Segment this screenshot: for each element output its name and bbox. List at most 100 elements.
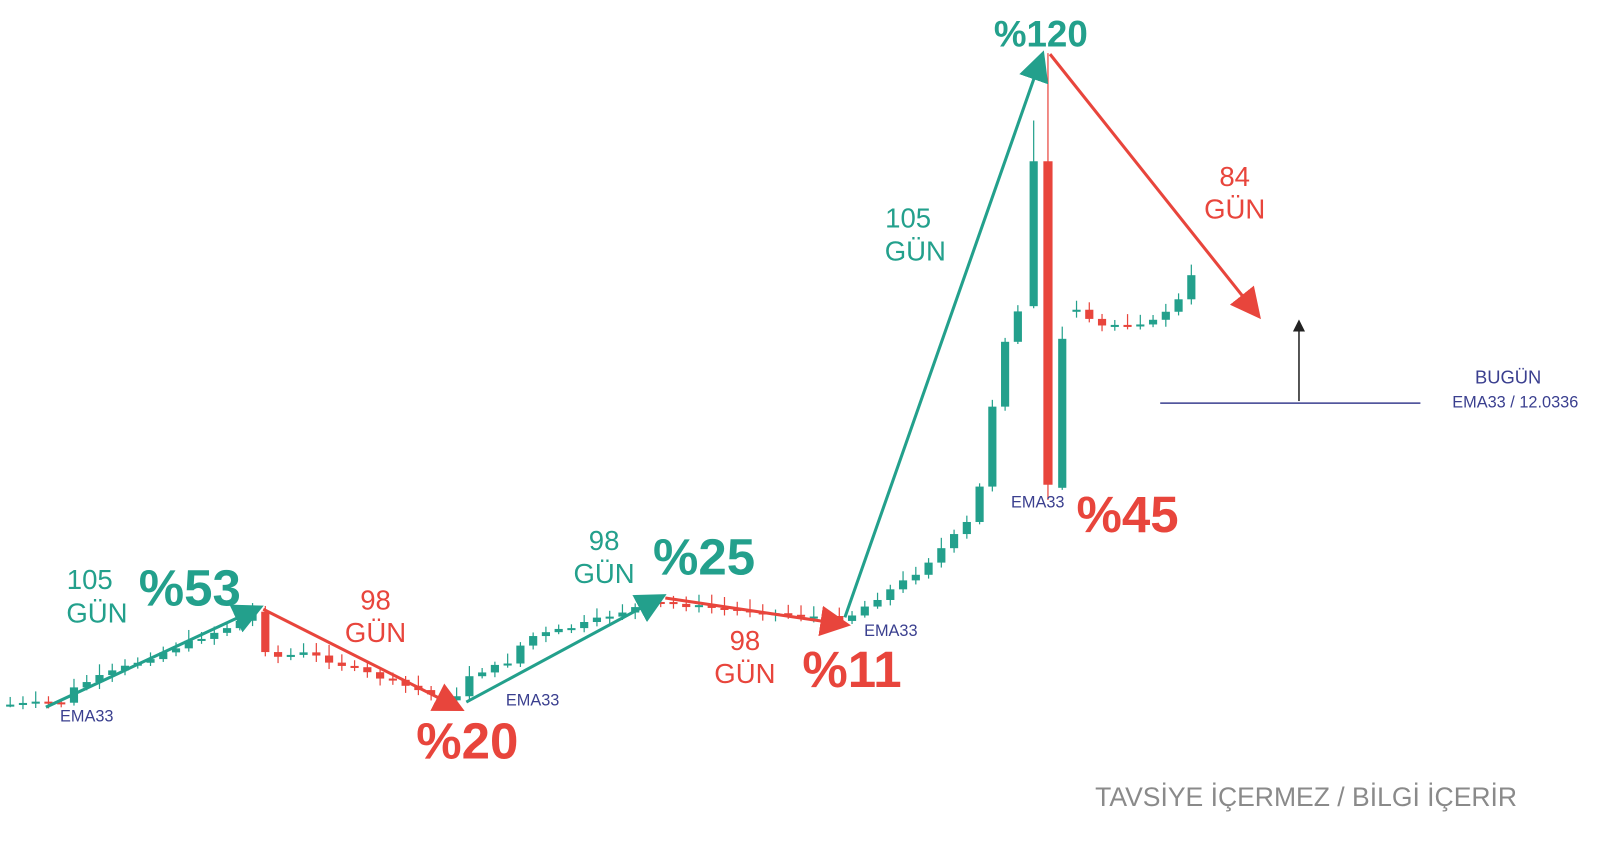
candle <box>1136 324 1145 327</box>
candle <box>886 589 895 600</box>
candle <box>1123 324 1132 327</box>
candle <box>567 628 576 631</box>
candle <box>1072 309 1081 312</box>
candle <box>18 702 28 705</box>
change: %20 <box>416 712 518 769</box>
candle <box>1013 311 1022 342</box>
arrow-down <box>262 607 465 711</box>
candle <box>796 614 806 617</box>
ema-label: EMA33 <box>506 691 559 709</box>
candle <box>822 616 831 619</box>
candle <box>388 678 397 681</box>
days: 105 <box>885 203 931 234</box>
footer: TAVSİYE İÇERMEZ / BİLGİ İÇERİR <box>1095 782 1517 812</box>
candle <box>694 605 704 608</box>
candle <box>809 616 818 619</box>
unit: GÜN <box>66 598 127 629</box>
ema-label: EMA33 <box>1011 493 1065 511</box>
candle <box>682 603 691 608</box>
candle <box>529 636 538 646</box>
days: 98 <box>360 584 391 615</box>
candle <box>337 662 346 666</box>
ema-label: EMA33 <box>864 622 918 640</box>
unit: GÜN <box>573 558 634 589</box>
candle <box>222 628 232 633</box>
candle <box>911 574 920 581</box>
change: %11 <box>802 641 901 698</box>
candle <box>6 704 15 707</box>
candle <box>350 665 359 668</box>
candle <box>669 602 678 605</box>
candle <box>898 580 908 590</box>
candle <box>273 652 283 657</box>
candle <box>312 652 321 656</box>
candle <box>108 670 117 676</box>
unit: GÜN <box>345 617 406 648</box>
candle <box>924 562 933 575</box>
candle <box>299 652 308 655</box>
candle <box>376 672 385 679</box>
candle <box>503 663 512 666</box>
candle <box>860 606 869 616</box>
candle <box>1187 275 1196 300</box>
candle <box>490 664 499 673</box>
candles <box>6 53 1196 710</box>
candle <box>784 613 793 616</box>
candle <box>1110 324 1119 327</box>
change: %120 <box>994 13 1088 54</box>
days: 84 <box>1219 161 1250 192</box>
candle <box>197 638 206 641</box>
candle <box>873 599 882 607</box>
candle <box>1001 341 1010 407</box>
candle <box>325 655 334 663</box>
unit: GÜN <box>885 235 946 266</box>
candle <box>31 701 40 704</box>
candle <box>1148 319 1158 325</box>
ema-label: EMA33 <box>60 708 113 726</box>
change: %53 <box>139 559 241 616</box>
candle <box>146 659 155 663</box>
candle <box>1058 338 1067 488</box>
arrow-up <box>843 50 1049 618</box>
candle <box>962 521 971 535</box>
candle <box>988 406 997 487</box>
candle <box>1161 311 1170 320</box>
days: 98 <box>589 525 620 556</box>
candle <box>1097 318 1107 326</box>
candle <box>554 628 563 633</box>
candle <box>82 682 91 688</box>
candle <box>465 676 474 697</box>
days: 98 <box>730 625 761 656</box>
candle <box>184 640 193 649</box>
candle <box>159 652 168 660</box>
days: 105 <box>67 564 113 595</box>
candle <box>363 667 372 673</box>
candle <box>707 605 716 608</box>
candle <box>261 611 270 653</box>
candle <box>44 701 53 704</box>
unit: GÜN <box>714 658 775 689</box>
candle <box>452 696 461 701</box>
candle <box>656 601 665 605</box>
candle <box>1174 299 1183 312</box>
candle <box>57 702 66 705</box>
candle <box>478 672 487 677</box>
candle <box>720 607 729 610</box>
arrow-down <box>1048 53 1261 320</box>
candle <box>120 665 130 671</box>
today-ema: EMA33 / 12.0336 <box>1452 393 1578 411</box>
trend-arrows <box>45 50 1261 711</box>
candle <box>937 548 946 563</box>
candle <box>95 675 104 683</box>
candle <box>1029 161 1038 307</box>
candle <box>516 645 525 664</box>
candle <box>171 648 181 653</box>
candle <box>1043 161 1053 485</box>
arrow-up <box>45 604 264 709</box>
candle <box>541 632 550 637</box>
candle <box>580 622 589 629</box>
candle <box>210 632 219 639</box>
change: %25 <box>653 529 755 586</box>
candle <box>605 616 614 619</box>
